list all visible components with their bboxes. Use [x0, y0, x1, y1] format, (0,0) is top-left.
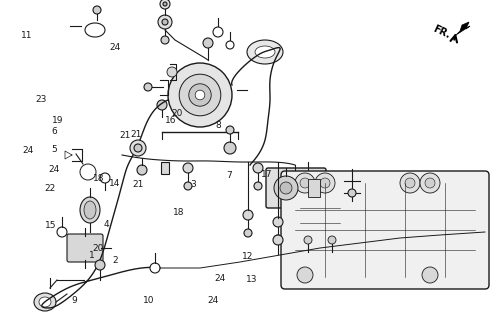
- Text: 18: 18: [93, 174, 104, 183]
- Text: 8: 8: [215, 121, 221, 130]
- Ellipse shape: [84, 201, 96, 219]
- Circle shape: [273, 217, 283, 227]
- Circle shape: [254, 182, 262, 190]
- Circle shape: [95, 260, 105, 270]
- Circle shape: [167, 67, 177, 77]
- Text: 22: 22: [45, 184, 56, 193]
- Text: 7: 7: [226, 171, 232, 180]
- Circle shape: [184, 182, 192, 190]
- Text: 12: 12: [242, 252, 254, 261]
- Circle shape: [274, 235, 282, 243]
- Text: 4: 4: [104, 220, 110, 228]
- Polygon shape: [456, 22, 470, 35]
- Circle shape: [422, 267, 438, 283]
- Text: 2: 2: [112, 256, 118, 265]
- Circle shape: [157, 100, 167, 110]
- Text: 21: 21: [132, 180, 143, 189]
- Bar: [308, 179, 320, 197]
- Circle shape: [203, 38, 213, 48]
- Circle shape: [134, 144, 142, 152]
- Text: 21: 21: [119, 131, 131, 140]
- Circle shape: [405, 178, 415, 188]
- Text: 15: 15: [45, 221, 56, 230]
- Text: 10: 10: [143, 296, 154, 305]
- Ellipse shape: [39, 297, 51, 307]
- Circle shape: [295, 173, 315, 193]
- Circle shape: [130, 140, 146, 156]
- Circle shape: [183, 163, 193, 173]
- Circle shape: [158, 15, 172, 29]
- Text: 24: 24: [22, 146, 33, 155]
- Text: 24: 24: [49, 165, 60, 174]
- Text: 18: 18: [173, 208, 184, 217]
- Circle shape: [297, 267, 313, 283]
- Circle shape: [213, 27, 223, 37]
- Text: 17: 17: [262, 170, 273, 179]
- Text: 14: 14: [109, 179, 120, 188]
- Circle shape: [226, 41, 234, 49]
- Circle shape: [168, 63, 232, 127]
- Circle shape: [425, 178, 435, 188]
- Circle shape: [400, 173, 420, 193]
- Circle shape: [93, 6, 101, 14]
- Text: 21: 21: [131, 130, 142, 139]
- Text: 24: 24: [207, 296, 218, 305]
- Circle shape: [80, 164, 96, 180]
- Circle shape: [348, 189, 356, 197]
- Text: 6: 6: [51, 127, 57, 136]
- Text: 16: 16: [165, 116, 176, 124]
- Text: 3: 3: [190, 180, 196, 189]
- Text: 9: 9: [72, 296, 78, 305]
- Text: 11: 11: [21, 31, 32, 40]
- Circle shape: [320, 178, 330, 188]
- Circle shape: [224, 142, 236, 154]
- Circle shape: [179, 74, 221, 116]
- Circle shape: [195, 90, 205, 100]
- Circle shape: [243, 210, 253, 220]
- Circle shape: [150, 263, 160, 273]
- Circle shape: [160, 0, 170, 9]
- Ellipse shape: [80, 197, 100, 223]
- Text: 5: 5: [51, 145, 57, 154]
- Circle shape: [420, 173, 440, 193]
- Circle shape: [315, 173, 335, 193]
- Text: 20: 20: [172, 109, 183, 118]
- Circle shape: [253, 163, 263, 173]
- FancyBboxPatch shape: [266, 168, 326, 208]
- Ellipse shape: [34, 293, 56, 311]
- Text: 24: 24: [109, 43, 120, 52]
- Circle shape: [137, 165, 147, 175]
- Circle shape: [274, 176, 298, 200]
- Circle shape: [100, 173, 110, 183]
- FancyBboxPatch shape: [281, 171, 489, 289]
- Text: 24: 24: [215, 274, 226, 283]
- Circle shape: [163, 2, 167, 6]
- Text: 19: 19: [52, 116, 64, 125]
- Text: 1: 1: [89, 252, 95, 260]
- Text: 13: 13: [246, 276, 258, 284]
- Circle shape: [280, 182, 292, 194]
- Circle shape: [328, 236, 336, 244]
- Circle shape: [226, 126, 234, 134]
- Circle shape: [304, 236, 312, 244]
- Circle shape: [57, 227, 67, 237]
- Text: 20: 20: [93, 244, 104, 252]
- Text: 23: 23: [36, 95, 47, 104]
- Text: FR.: FR.: [432, 24, 452, 40]
- FancyBboxPatch shape: [67, 234, 103, 262]
- Circle shape: [161, 36, 169, 44]
- FancyBboxPatch shape: [293, 198, 347, 238]
- Ellipse shape: [247, 40, 283, 64]
- Bar: [161, 162, 169, 174]
- Ellipse shape: [255, 46, 275, 58]
- Circle shape: [144, 83, 152, 91]
- Circle shape: [273, 235, 283, 245]
- Circle shape: [189, 84, 211, 106]
- Circle shape: [300, 178, 310, 188]
- Circle shape: [162, 19, 168, 25]
- Circle shape: [244, 229, 252, 237]
